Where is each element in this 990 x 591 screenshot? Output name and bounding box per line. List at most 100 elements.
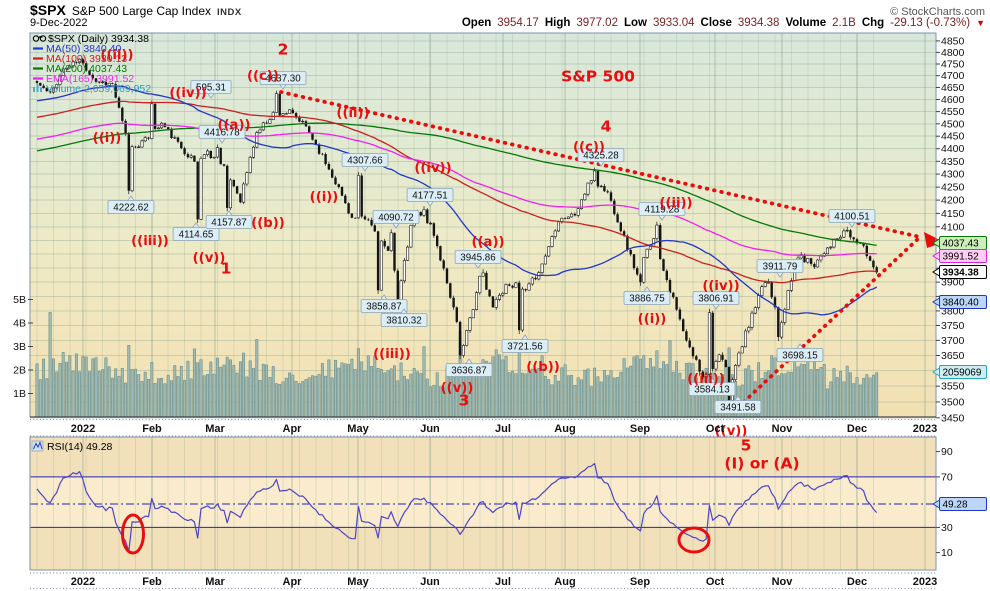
svg-text:EMA(165) 3991.52: EMA(165) 3991.52 xyxy=(46,73,134,85)
month-label: Oct xyxy=(706,576,725,588)
month-label: May xyxy=(347,576,369,588)
month-label: Apr xyxy=(283,576,303,588)
svg-text:4222.62: 4222.62 xyxy=(113,203,148,214)
price-tick: 3900 xyxy=(941,277,965,289)
price-tick: 4850 xyxy=(941,35,965,47)
candlesticks xyxy=(35,57,878,405)
svg-text:595.31: 595.31 xyxy=(196,83,226,94)
price-tick: 4550 xyxy=(941,106,965,118)
rsi-tick: 30 xyxy=(941,522,953,534)
price-tick: 3550 xyxy=(941,381,965,393)
ma100-line xyxy=(36,100,877,284)
price-tick: 4250 xyxy=(941,182,965,194)
rsi-pane: RSI(14) 49.28 xyxy=(30,440,936,555)
svg-text:((ii)): ((ii)) xyxy=(100,48,133,63)
svg-text:((a)): ((a)) xyxy=(471,235,504,250)
svg-text:((iii)): ((iii)) xyxy=(131,234,169,249)
month-label: Sep xyxy=(630,576,650,588)
svg-text:MA(50) 3840.40: MA(50) 3840.40 xyxy=(46,43,121,55)
month-label: Nov xyxy=(772,576,794,588)
svg-text:$SPX (Daily) 3934.38: $SPX (Daily) 3934.38 xyxy=(48,33,149,45)
chg-label: Chg xyxy=(861,17,885,29)
price-pane-background xyxy=(30,33,936,570)
price-tick: 4200 xyxy=(941,195,965,207)
rsi-zigzag-icon xyxy=(31,440,44,452)
price-tick: 4800 xyxy=(941,47,965,59)
svg-text:(I) or (A): (I) or (A) xyxy=(724,455,799,473)
svg-text:((v)): ((v)) xyxy=(193,251,226,266)
svg-text:((c)): ((c)) xyxy=(247,69,279,84)
month-label: Jul xyxy=(495,423,511,435)
price-tick: 4300 xyxy=(941,169,965,181)
month-label: Feb xyxy=(142,423,162,435)
elliott-wave-annotations: ((ii))((iv))((i))((a))((iii))((v))1((b))… xyxy=(93,41,800,473)
month-label: Mar xyxy=(205,576,225,588)
month-label: 2023 xyxy=(913,423,937,435)
svg-text:3636.87: 3636.87 xyxy=(451,366,486,377)
svg-text:((iv)): ((iv)) xyxy=(169,86,206,101)
close-value: 3934.38 xyxy=(737,17,780,29)
glasses-icon xyxy=(32,35,47,42)
svg-text:4307.66: 4307.66 xyxy=(347,156,383,167)
rsi-line xyxy=(36,462,878,553)
price-tick: 4600 xyxy=(941,94,965,106)
svg-text:((i)): ((i)) xyxy=(638,312,667,327)
rsi-tick: 90 xyxy=(941,446,953,458)
svg-text:4090.72: 4090.72 xyxy=(378,213,413,224)
volume-bars xyxy=(35,312,879,417)
svg-text:((iii)): ((iii)) xyxy=(373,347,411,362)
axis-tick-strips xyxy=(30,418,936,590)
svg-text:3491.58: 3491.58 xyxy=(720,403,756,414)
price-tick: 4400 xyxy=(941,143,965,155)
svg-text:3911.79: 3911.79 xyxy=(763,262,798,273)
exchange-tag: INDX xyxy=(217,7,242,18)
svg-text:((ii)): ((ii)) xyxy=(659,196,692,211)
price-tick: 4700 xyxy=(941,70,965,82)
svg-text:3806.91: 3806.91 xyxy=(698,294,733,305)
rsi-highlight-circle xyxy=(677,526,711,554)
price-tick: 4750 xyxy=(941,59,965,71)
axis-value-boxes: 4037.43 3991.52 3934.38 3840.40 2059069 49.28 xyxy=(932,236,987,511)
svg-text:3810.32: 3810.32 xyxy=(386,316,421,327)
open-value: 3954.17 xyxy=(497,17,539,29)
svg-text:S&P 500: S&P 500 xyxy=(561,68,635,86)
price-tick: 4450 xyxy=(941,131,965,143)
month-label: Jun xyxy=(420,576,440,588)
svg-text:Volume 2,059,069,952: Volume 2,059,069,952 xyxy=(46,83,151,95)
svg-text:((a)): ((a)) xyxy=(217,118,250,133)
price-tick: 4150 xyxy=(941,208,965,220)
svg-text:4416.78: 4416.78 xyxy=(204,128,240,139)
month-label: Nov xyxy=(772,423,794,435)
volume-label: Volume xyxy=(785,17,827,29)
ma50-line xyxy=(36,85,878,316)
month-label: 2022 xyxy=(71,576,95,588)
month-label: Aug xyxy=(554,576,575,588)
svg-text:3945.86: 3945.86 xyxy=(460,253,496,264)
svg-text:((b)): ((b)) xyxy=(251,216,285,231)
month-label: Dec xyxy=(847,423,867,435)
svg-text:4177.51: 4177.51 xyxy=(412,191,447,202)
svg-text:((c)): ((c)) xyxy=(573,140,605,155)
svg-text:4157.87: 4157.87 xyxy=(211,218,246,229)
low-value: 3933.04 xyxy=(652,17,695,29)
index-name: S&P 500 Large Cap Index xyxy=(71,4,212,18)
price-tick: 3750 xyxy=(941,320,965,332)
svg-text:3886.75: 3886.75 xyxy=(629,294,665,305)
price-tick: 3500 xyxy=(941,396,965,408)
svg-text:3991.52: 3991.52 xyxy=(943,252,980,263)
date-axis: 2022 2022 Feb Feb Mar Mar Apr Apr May May Jun Jun Ju… xyxy=(71,423,937,588)
price-tick: 4100 xyxy=(941,221,965,233)
down-arrow-icon: ▼ xyxy=(976,18,985,28)
close-label: Close xyxy=(700,17,732,29)
month-label: Jul xyxy=(495,576,511,588)
svg-text:MA(200) 4037.43: MA(200) 4037.43 xyxy=(46,63,127,75)
svg-text:RSI(14) 49.28: RSI(14) 49.28 xyxy=(47,441,113,453)
month-label: Sep xyxy=(630,423,650,435)
svg-text:2: 2 xyxy=(278,41,289,59)
svg-text:((i)): ((i)) xyxy=(93,131,122,146)
svg-text:3858.87: 3858.87 xyxy=(366,302,401,313)
month-label: Dec xyxy=(847,576,867,588)
